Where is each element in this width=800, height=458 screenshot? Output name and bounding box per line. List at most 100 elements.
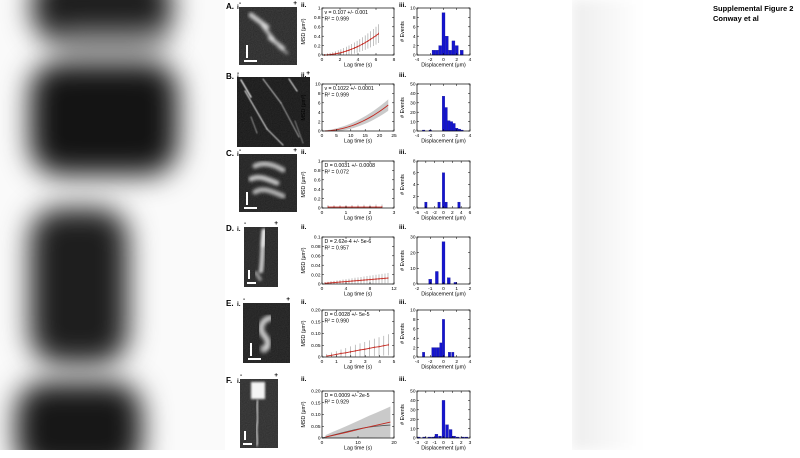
svg-text:2: 2: [455, 359, 458, 365]
histogram-bars: [431, 12, 464, 56]
blurred-blob: [55, 26, 167, 58]
svg-text:0.04: 0.04: [311, 263, 321, 269]
subpanel-label-ii: ii.: [301, 299, 307, 306]
svg-text:2: 2: [369, 210, 372, 216]
subpanel-label-i: i.: [237, 4, 241, 11]
data-markers: [326, 343, 389, 358]
svg-text:0: 0: [413, 282, 416, 288]
x-axis-label: Displacement (μm): [421, 365, 466, 371]
svg-text:0.02: 0.02: [311, 272, 321, 278]
fit-annotation: D = 2.62e-4 +/- 5e-6: [325, 239, 372, 245]
svg-text:0.2: 0.2: [314, 196, 321, 202]
y-axis-label: # Events: [400, 323, 406, 344]
axes-frame: [321, 236, 395, 285]
chart-svg: -4 -2 0 2 4 0 2 4 6 8 10 Displacement (μm) # Events: [400, 6, 472, 69]
displacement-histogram: -2 -1 0 1 2 0 10 20 30 Displacement (μm) # Events: [398, 229, 486, 299]
panel-label: F.: [226, 376, 233, 385]
axes-frame: [321, 160, 395, 209]
x-axis-label: Lag time (s): [344, 365, 372, 371]
scale-bar-vertical: [246, 45, 248, 58]
kymograph-art: [239, 154, 297, 212]
svg-text:3: 3: [469, 440, 472, 446]
msd-plot: 0 4 8 12 0 0.02 0.04 0.06 0.08 0.1 Lag time (s) MSD…: [298, 229, 400, 299]
histogram-bar: [436, 347, 440, 358]
histogram-bars: [424, 172, 461, 209]
scale-bar-horizontal: [244, 60, 257, 62]
svg-text:-2: -2: [415, 286, 420, 292]
y-axis-label: MSD (μm²): [301, 18, 307, 44]
svg-text:-4: -4: [415, 359, 420, 365]
svg-text:-2: -2: [428, 359, 433, 365]
svg-text:4: 4: [469, 57, 472, 63]
panel-row-d: D. i. - + ii. 0 4: [225, 220, 572, 299]
svg-text:20: 20: [377, 133, 383, 139]
subpanel-label-i: i.: [237, 378, 241, 385]
chart-svg: 0 1 2 3 4 5 0 0.05 0.10 0.15 0.20 Lag time (s) MSD (…: [301, 308, 396, 371]
subpanel-label-ii: ii.: [301, 72, 307, 79]
x-axis-label: Displacement (μm): [421, 446, 466, 452]
svg-text:0.2: 0.2: [314, 43, 321, 49]
fit-annotation: v = 0.107 +/- 0.001: [325, 10, 369, 16]
histogram-bar: [445, 424, 449, 439]
svg-text:0: 0: [318, 282, 321, 288]
blurred-blob: [30, 62, 178, 175]
svg-text:0: 0: [442, 359, 445, 365]
svg-text:0.10: 0.10: [311, 331, 321, 337]
svg-text:50: 50: [410, 82, 416, 88]
histogram-bars: [428, 241, 458, 285]
svg-text:0: 0: [442, 440, 445, 446]
kymograph-image: - +: [243, 296, 290, 363]
plus-end-label: +: [286, 296, 290, 303]
chart-svg: 0 2 4 6 8 0 0.2 0.4 0.6 0.8 1 Lag time (s) MSD (μm²)…: [301, 6, 396, 69]
fit-annotation: D = 0.0031 +/- 0.0008: [325, 163, 376, 169]
fit-annotation: R² = 0.990: [325, 319, 349, 325]
svg-text:0.6: 0.6: [314, 178, 321, 184]
svg-text:0.20: 0.20: [311, 389, 321, 395]
svg-text:15: 15: [363, 133, 369, 139]
fit-line: [324, 104, 389, 132]
svg-text:0.4: 0.4: [314, 34, 321, 40]
data-markers: [324, 32, 379, 56]
panel-label: A.: [226, 2, 234, 11]
svg-text:0: 0: [442, 286, 445, 292]
svg-text:4: 4: [318, 110, 321, 116]
svg-text:20: 20: [391, 440, 397, 446]
panel-row-a: A. i. - +: [225, 0, 572, 70]
svg-text:10: 10: [410, 6, 416, 12]
histogram-bar: [442, 96, 445, 132]
axis-ticks: [321, 160, 395, 209]
plus-end-label: +: [274, 220, 278, 227]
kymograph-image: - +: [237, 70, 310, 147]
svg-text:5: 5: [393, 359, 396, 365]
svg-text:0: 0: [318, 355, 321, 361]
chart-svg: -4 -2 0 2 4 0 2 4 6 8 10 Displacement (μm) # Events: [400, 308, 472, 371]
x-axis-label: Lag time (s): [344, 292, 372, 298]
svg-text:2: 2: [455, 57, 458, 63]
svg-text:4: 4: [357, 57, 360, 63]
blurred-background-right: [572, 0, 800, 450]
svg-text:0: 0: [318, 129, 321, 135]
histogram-bar: [434, 347, 437, 358]
axis-ticks: [416, 390, 471, 439]
svg-text:1: 1: [318, 159, 321, 165]
svg-text:4: 4: [469, 133, 472, 139]
subpanel-label-ii: ii.: [301, 149, 307, 156]
minus-end-label: -: [237, 70, 240, 77]
axis-ticks: [416, 7, 471, 56]
blurred-blob: [30, 208, 128, 364]
axis-ticks: [321, 309, 395, 358]
x-axis-label: Displacement (μm): [421, 216, 466, 222]
svg-text:2: 2: [339, 57, 342, 63]
kymograph-image: - +: [239, 0, 297, 65]
msd-plot: 0 1 2 3 0 0.2 0.4 0.6 0.8 1 Lag time (s) MSD (μm²) D…: [298, 153, 400, 223]
axis-ticks: [416, 309, 471, 358]
svg-text:0: 0: [413, 206, 416, 212]
svg-text:2: 2: [413, 194, 416, 200]
svg-text:30: 30: [410, 235, 416, 241]
svg-text:0: 0: [413, 436, 416, 442]
histogram-bar: [444, 107, 448, 132]
histogram-bars: [422, 96, 464, 132]
